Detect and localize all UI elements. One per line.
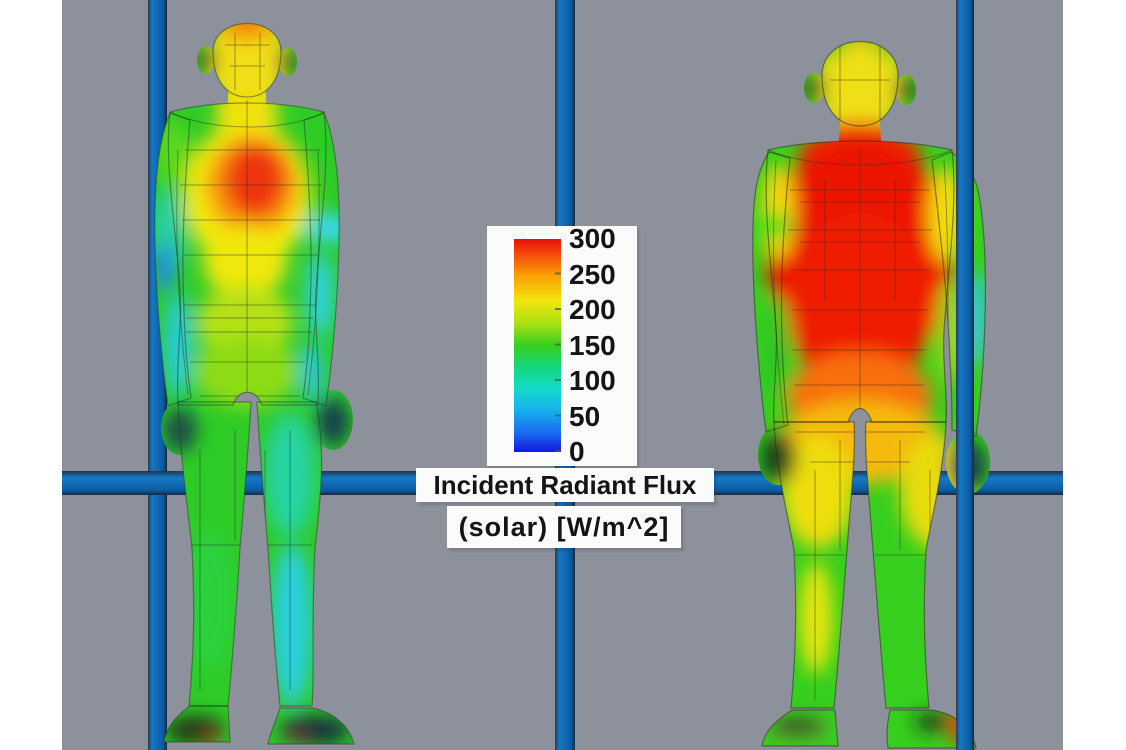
tick-label: 250 <box>569 258 616 290</box>
manikin-back-view <box>752 40 990 749</box>
colorbar-tick-labels: 300 250 200 150 100 50 0 <box>569 225 633 466</box>
legend-title-line1: Incident Radiant Flux <box>416 468 714 502</box>
colorbar-legend: 300 250 200 150 100 50 0 <box>487 225 637 466</box>
back-figure-mesh <box>767 44 953 700</box>
legend-title-text: Incident Radiant Flux <box>433 469 697 500</box>
colorbar-gradient <box>514 239 561 452</box>
tick-label: 100 <box>569 365 616 396</box>
tick-label: 0 <box>569 436 585 467</box>
tick-label: 50 <box>569 400 601 432</box>
tick-label: 150 <box>569 329 616 361</box>
front-figure-heatmap <box>154 23 354 744</box>
legend-unit-text: (solar) [W/m^2] <box>458 511 670 542</box>
window-frame-vertical-bar-right <box>956 0 974 750</box>
legend-title-line2: (solar) [W/m^2] <box>447 506 681 548</box>
front-figure-mesh <box>169 33 325 690</box>
render-viewport: 300 250 200 150 100 50 0 Incident Radian… <box>62 0 1063 750</box>
manikin-front-view <box>154 22 355 745</box>
tick-label: 300 <box>569 223 616 254</box>
tick-label: 200 <box>569 294 616 325</box>
